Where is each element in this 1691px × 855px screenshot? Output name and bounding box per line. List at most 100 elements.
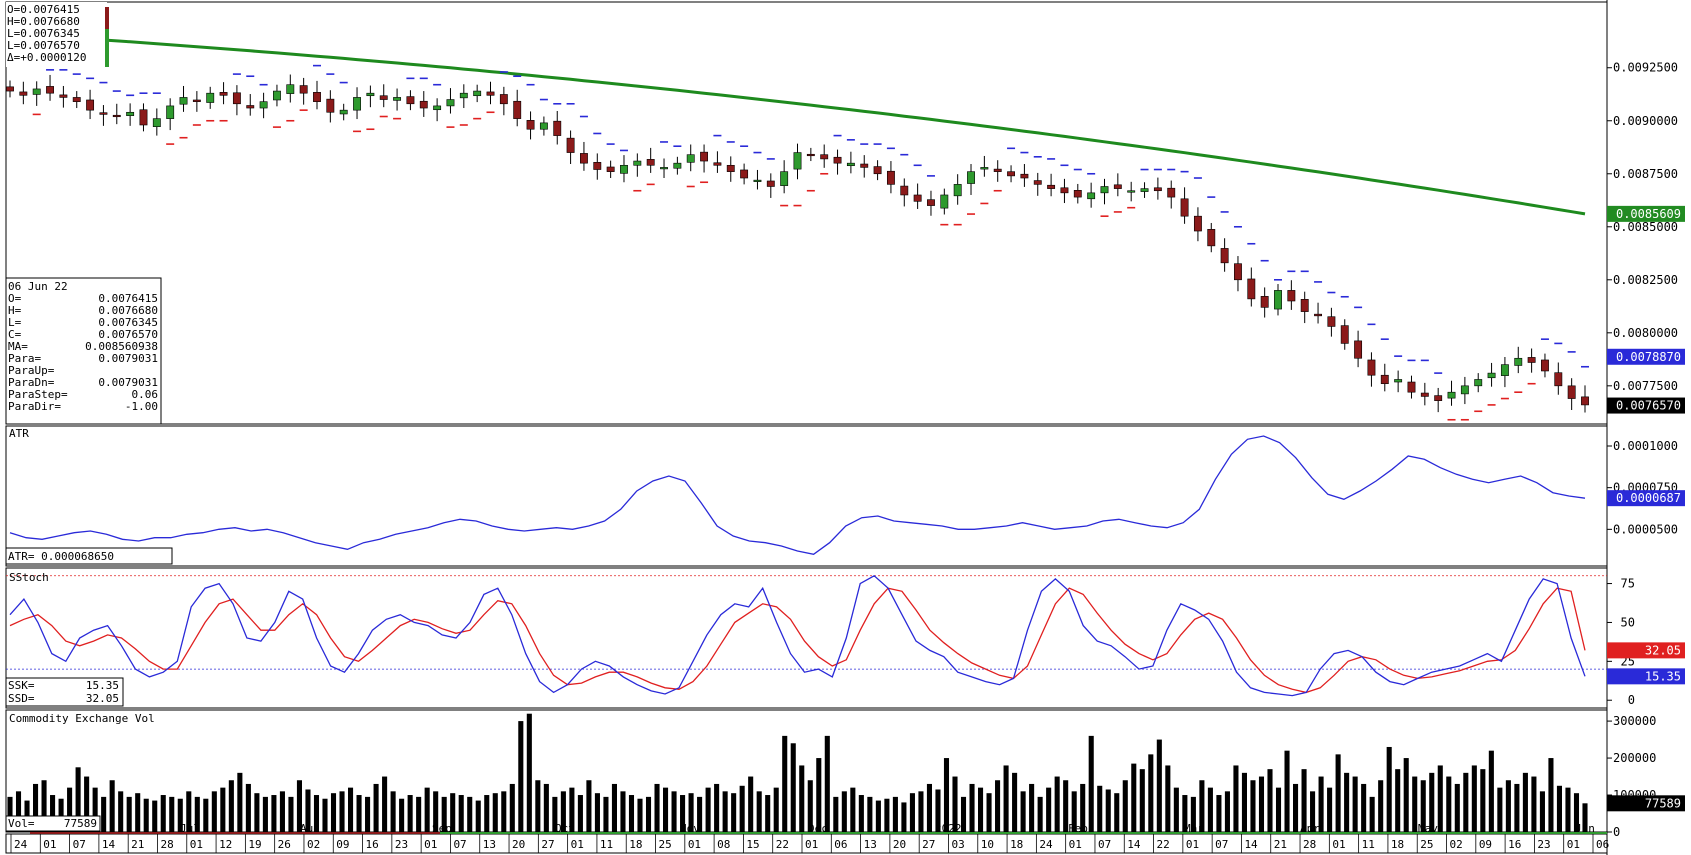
volume-bar [126, 796, 132, 832]
volume-bar [1071, 791, 1077, 832]
value-tags: 0.0085609 0.0078870 0.0076570 0.0000687 32.0… [1607, 205, 1685, 812]
parabolic-sar [32, 64, 1589, 421]
day-label: 07 [453, 838, 466, 851]
volume-bar [995, 780, 1001, 832]
candle-body [620, 164, 628, 174]
candle-body [1460, 385, 1469, 395]
volume-bar [790, 743, 796, 832]
volume-title: Commodity Exchange Vol [9, 712, 155, 725]
volume-bar [952, 776, 958, 832]
candle-body [353, 97, 361, 111]
volume-bar [1386, 746, 1392, 832]
info-value: 0.06 [132, 388, 159, 401]
day-label: 20 [512, 838, 525, 851]
volume-bar [875, 800, 881, 832]
day-label: 01 [424, 838, 437, 851]
volume-bar [1505, 780, 1511, 832]
candle-body [873, 166, 882, 175]
day-label: 01 [190, 838, 203, 851]
volume-bar [1344, 772, 1350, 832]
volume-bar [1020, 791, 1026, 832]
volume-bar [943, 758, 950, 832]
ssk-tag-bg [1607, 668, 1685, 685]
day-label: 02 [1450, 838, 1463, 851]
candle-body [806, 153, 815, 157]
day-label: 13 [864, 838, 877, 851]
volume-bar [152, 800, 158, 832]
volume-bar [722, 791, 728, 832]
ssk-label: SSK= [8, 679, 35, 692]
ma-tag-bg [1607, 205, 1685, 222]
candle-body [273, 90, 281, 101]
day-label: 16 [1508, 838, 1521, 851]
volume-bar [1352, 776, 1358, 832]
volume-bar [663, 787, 669, 832]
candle-body [1487, 372, 1496, 379]
candle-body [219, 92, 228, 96]
day-label: 21 [1274, 838, 1287, 851]
volume-bar [628, 795, 635, 832]
stoch-readout: SSK= 15.35 SSD= 32.05 [5, 677, 124, 707]
candle-body [6, 86, 14, 92]
stoch-tick-label: 75 [1621, 577, 1635, 591]
panel-atr [5, 425, 1608, 567]
info-value: 0.0079031 [98, 352, 158, 365]
volume-bar [1573, 793, 1580, 832]
info-value: 0.0076345 [98, 316, 158, 329]
info-date: 06 Jun 22 [8, 280, 68, 293]
info-label: ParaDn= [8, 376, 55, 389]
volume-bar [245, 783, 251, 832]
day-label: 07 [73, 838, 86, 851]
volume-bar [714, 783, 720, 832]
volume-bar [748, 776, 754, 832]
candle-body [1287, 290, 1296, 302]
volume-bar [765, 795, 771, 832]
volume-bar [654, 783, 660, 832]
volume-bar [1207, 787, 1213, 832]
day-label: 09 [336, 838, 349, 851]
volume-bar [305, 789, 311, 832]
candle-body [59, 94, 68, 98]
day-label: 01 [1567, 838, 1580, 851]
candle-body [459, 92, 468, 99]
candle-body [1100, 186, 1109, 194]
candle-body [766, 180, 775, 187]
candle-body [1020, 173, 1029, 179]
volume-tick-label: 200000 [1613, 751, 1656, 765]
volume-bar [1293, 783, 1299, 832]
candle-body [740, 169, 749, 179]
candle-body [1500, 364, 1509, 376]
candle-body [633, 160, 642, 166]
day-label: 18 [1391, 838, 1404, 851]
volume-bar [1403, 758, 1409, 832]
day-label: 23 [1537, 838, 1550, 851]
info-box: 06 Jun 22 O= 0.0076415 H= 0.0076680 L= 0.0076… [5, 277, 162, 425]
volume-bar [926, 783, 932, 832]
volume-bar [603, 796, 609, 832]
volume-bar [143, 798, 149, 832]
volume-bar [1446, 776, 1452, 832]
volume-bar [118, 791, 124, 832]
volume-bar [169, 796, 175, 832]
candle-body [1514, 357, 1523, 366]
info-value: 0.0076570 [98, 328, 158, 341]
volume-bar [186, 791, 192, 832]
day-label: 03 [951, 838, 964, 851]
volume-bar [1080, 783, 1086, 832]
price-tick-label: 0.0092500 [1613, 61, 1678, 75]
volume-bar [1480, 769, 1486, 832]
candle-body [1367, 359, 1376, 376]
candle-body [980, 167, 989, 170]
volume-bar [492, 793, 498, 832]
day-label: 21 [131, 838, 144, 851]
month-label: Jul [180, 822, 200, 835]
volume-bar [756, 791, 762, 832]
volume-bar [526, 713, 532, 832]
day-label: 01 [43, 838, 56, 851]
volume-bar [1037, 796, 1043, 832]
volume-bar [75, 767, 81, 832]
candle-body [379, 95, 388, 100]
candle-body [499, 94, 508, 105]
candle-body [753, 179, 762, 182]
